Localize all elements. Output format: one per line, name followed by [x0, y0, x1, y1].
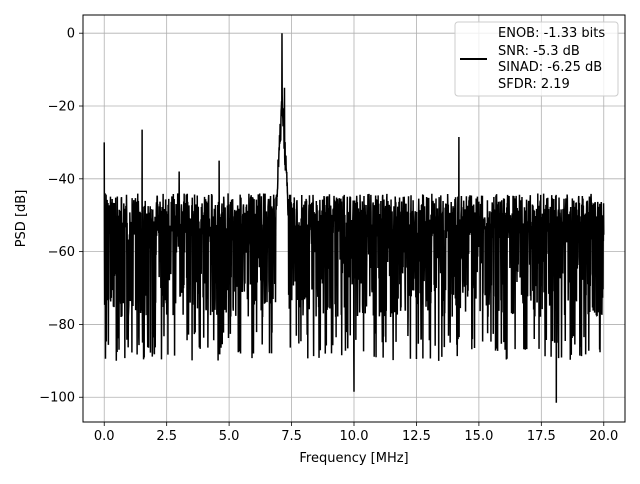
y-axis-ticks: 0 −20 −40 −60 −80 −100	[39, 27, 83, 406]
x-tick-label: 2.5	[156, 429, 177, 444]
psd-trace	[103, 33, 605, 403]
x-tick-label: 12.5	[402, 429, 431, 444]
x-tick-label: 15.0	[464, 429, 493, 444]
y-axis-label: PSD [dB]	[14, 190, 29, 248]
x-axis-ticks: 0.0 2.5 5.0 7.5 10.0 12.5 15.0 17.5 20.0	[94, 422, 618, 444]
x-tick-label: 0.0	[94, 429, 115, 444]
legend-snr: SNR: -5.3 dB	[498, 44, 580, 59]
x-tick-label: 10.0	[340, 429, 369, 444]
legend: ENOB: -1.33 bits SNR: -5.3 dB SINAD: -6.…	[454, 21, 619, 97]
x-tick-label: 5.0	[219, 429, 240, 444]
legend-sinad: SINAD: -6.25 dB	[498, 60, 602, 75]
psd-line	[103, 33, 605, 403]
x-axis-label: Frequency [MHz]	[299, 451, 408, 466]
legend-box	[454, 21, 619, 97]
x-tick-label: 7.5	[281, 429, 302, 444]
y-tick-label: −60	[48, 245, 75, 260]
y-tick-label: −20	[48, 100, 75, 115]
legend-enob: ENOB: -1.33 bits	[498, 26, 605, 41]
y-tick-label: −100	[39, 391, 75, 406]
y-tick-label: −40	[48, 172, 75, 187]
x-tick-label: 17.5	[527, 429, 556, 444]
x-tick-label: 20.0	[589, 429, 618, 444]
legend-sfdr: SFDR: 2.19	[498, 77, 570, 92]
y-tick-label: 0	[67, 27, 75, 42]
y-tick-label: −80	[48, 318, 75, 333]
